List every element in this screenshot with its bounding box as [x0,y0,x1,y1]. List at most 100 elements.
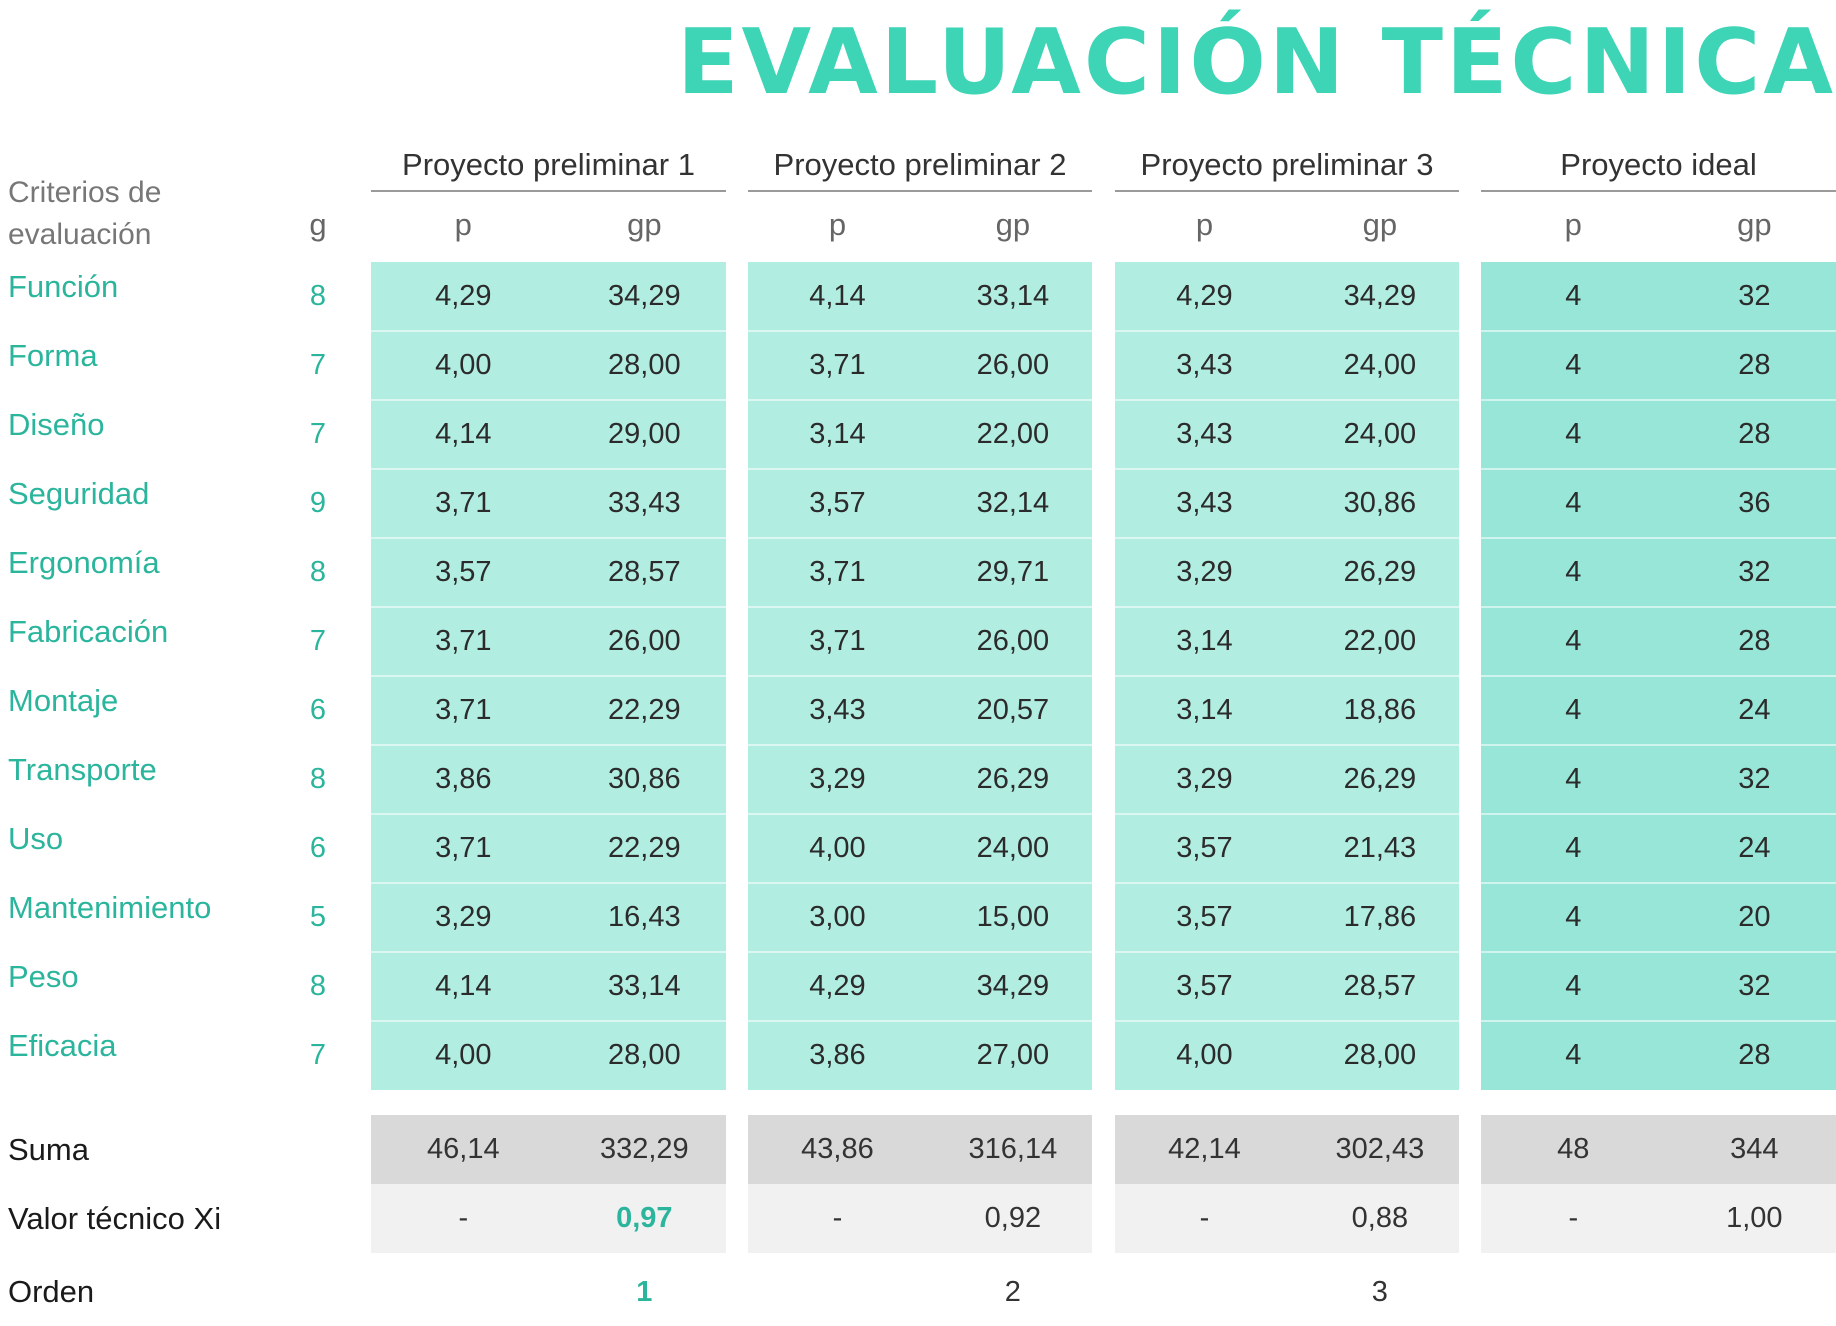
row-divider [1115,1020,1459,1022]
technical-value-p: - [1199,1202,1210,1234]
technical-value-label: Valor técnico Xi [8,1200,222,1236]
score-p: 4,29 [1176,280,1233,312]
value-row-bg [371,1184,726,1253]
score-p: 4,00 [809,832,866,864]
score-gp: 20,57 [976,694,1050,726]
score-p: 3,71 [809,556,866,588]
row-divider [1115,813,1459,815]
row-divider [371,744,726,746]
score-p: 4 [1565,556,1582,588]
row-divider [748,537,1092,539]
score-gp: 28 [1738,349,1771,381]
sum-row-bg [1115,1115,1459,1184]
score-p: 4,29 [435,280,492,312]
criterion-weight: 8 [309,970,327,1002]
row-divider [1481,675,1836,677]
criterion-name: Peso [8,958,79,994]
criterion-name: Eficacia [8,1027,117,1063]
p-column-header: p [1564,207,1582,242]
score-gp: 26,00 [976,349,1050,381]
p-column-header: p [828,207,847,242]
score-p: 4 [1565,625,1582,657]
row-divider [371,951,726,953]
row-divider [748,744,1092,746]
score-gp: 29,71 [976,556,1050,588]
row-divider [371,468,726,470]
row-divider [1481,468,1836,470]
criteria-header: Criterios de evaluación [8,176,162,251]
technical-value-gp: 0,92 [984,1202,1042,1234]
row-divider [371,399,726,401]
row-divider [1115,951,1459,953]
gp-column-header: gp [1362,207,1398,242]
criterion-weight: 8 [309,763,327,795]
sum-p: 42,14 [1168,1133,1241,1165]
row-divider [371,537,726,539]
score-gp: 18,86 [1343,694,1417,726]
score-p: 3,14 [1176,694,1233,726]
score-gp: 24,00 [976,832,1050,864]
criterion-weight: 7 [309,418,327,450]
score-gp: 26,00 [608,625,681,657]
criterion-name: Ergonomía [8,544,160,580]
sum-row-bg [1481,1115,1836,1184]
gp-column-header: gp [1737,207,1772,242]
score-gp: 22,29 [608,694,681,726]
row-divider [1481,1020,1836,1022]
p-column-header: p [1195,207,1214,242]
score-gp: 32 [1738,763,1771,795]
score-gp: 33,14 [608,970,681,1002]
score-p: 3,29 [435,901,492,933]
row-divider [1115,882,1459,884]
score-gp: 26,29 [1343,556,1417,588]
row-divider [1481,330,1836,332]
score-p: 4 [1565,763,1582,795]
score-p: 3,57 [1176,832,1233,864]
row-divider [748,1020,1092,1022]
row-divider [1481,951,1836,953]
criterion-weight: 7 [309,625,327,657]
project-header-line [371,190,726,192]
score-p: 3,43 [1176,349,1233,381]
row-divider [1115,744,1459,746]
score-gp: 32,14 [976,487,1050,519]
score-p: 3,57 [1176,970,1233,1002]
score-gp: 34,29 [976,970,1050,1002]
row-divider [748,606,1092,608]
score-gp: 36 [1738,487,1771,519]
score-p: 3,71 [435,625,492,657]
value-row-bg [1115,1184,1459,1253]
row-divider [1481,882,1836,884]
score-gp: 34,29 [608,280,681,312]
criterion-weight: 9 [309,487,327,519]
sum-gp: 302,43 [1335,1133,1425,1165]
score-gp: 33,43 [608,487,681,519]
score-gp: 28,00 [1343,1039,1417,1071]
technical-value-p: - [458,1202,469,1234]
score-p: 3,14 [809,418,866,450]
criterion-weight: 6 [309,694,327,726]
criterion-name: Montaje [8,682,119,718]
technical-value-gp: 0,88 [1351,1202,1409,1234]
row-divider [748,951,1092,953]
p-column-header: p [454,207,472,242]
row-divider [1115,330,1459,332]
criterion-weight: 8 [309,280,327,312]
score-p: 3,71 [809,349,866,381]
row-divider [748,675,1092,677]
criterion-name: Transporte [8,751,157,787]
project-title: Proyecto preliminar 1 [402,147,695,182]
score-gp: 28 [1738,625,1771,657]
row-divider [748,468,1092,470]
order-value: 2 [1004,1275,1021,1308]
score-gp: 26,29 [976,763,1050,795]
sum-row-bg [748,1115,1092,1184]
score-p: 4,29 [809,970,866,1002]
score-gp: 22,00 [1343,625,1417,657]
score-p: 4,00 [435,1039,492,1071]
score-p: 3,71 [435,487,492,519]
score-p: 3,14 [1176,625,1233,657]
score-gp: 33,14 [976,280,1050,312]
row-divider [1115,399,1459,401]
score-gp: 28 [1738,1039,1771,1071]
